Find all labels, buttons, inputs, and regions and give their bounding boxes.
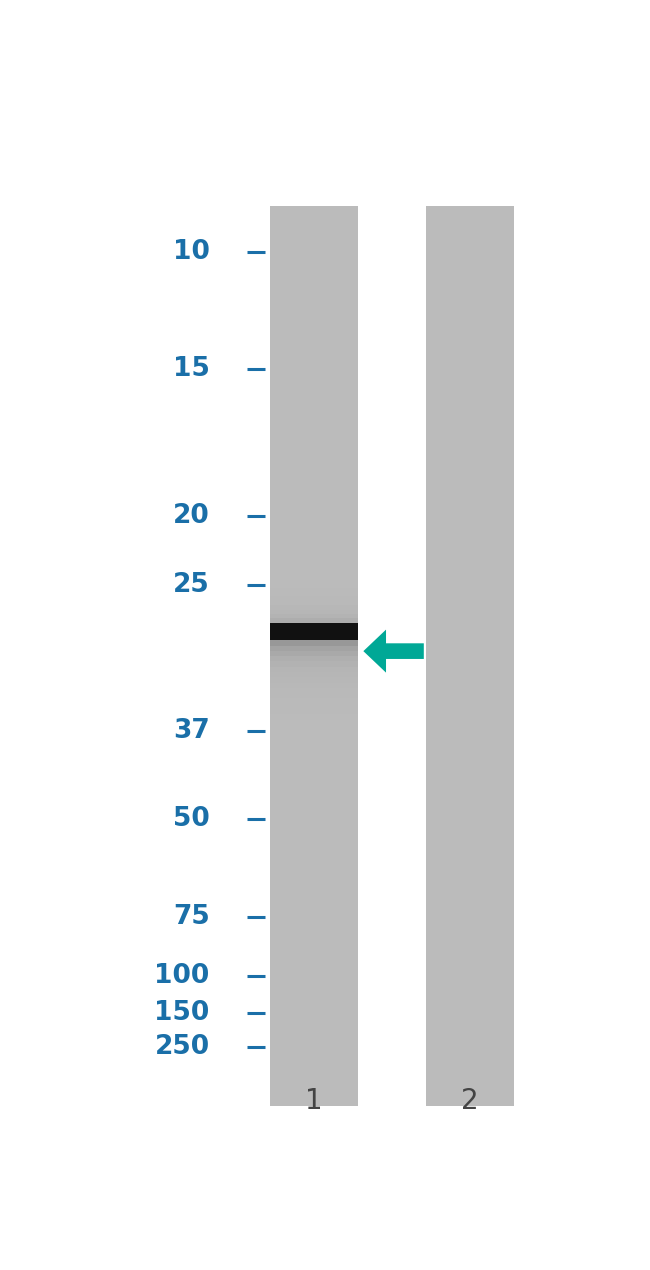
Text: 2: 2 — [462, 1087, 479, 1115]
Text: 100: 100 — [155, 963, 210, 989]
Bar — [270, 725, 358, 730]
Bar — [270, 714, 358, 720]
Bar — [270, 704, 358, 709]
Text: 250: 250 — [155, 1034, 210, 1060]
Bar — [270, 693, 358, 699]
Bar — [270, 740, 358, 745]
Bar — [270, 735, 358, 740]
Bar — [270, 588, 358, 592]
Text: 75: 75 — [173, 904, 210, 930]
Text: 50: 50 — [173, 806, 210, 832]
Bar — [270, 645, 358, 652]
Text: 37: 37 — [173, 719, 210, 744]
Bar — [270, 720, 358, 725]
Bar — [270, 688, 358, 693]
Text: 25: 25 — [173, 572, 210, 598]
Bar — [270, 652, 358, 657]
Text: 1: 1 — [305, 1087, 323, 1115]
Bar — [270, 606, 358, 610]
Bar — [270, 610, 358, 613]
Bar — [270, 698, 358, 704]
Text: 20: 20 — [173, 503, 210, 530]
Bar — [270, 640, 358, 645]
Bar — [270, 672, 358, 677]
Bar — [270, 730, 358, 735]
Bar — [270, 662, 358, 667]
Bar — [270, 657, 358, 662]
Bar — [270, 601, 358, 606]
Bar — [270, 682, 358, 688]
Bar — [426, 206, 515, 1106]
Text: 15: 15 — [173, 357, 210, 382]
Polygon shape — [363, 630, 424, 673]
Bar — [270, 677, 358, 682]
Bar — [270, 622, 358, 640]
Bar — [270, 613, 358, 618]
Bar — [270, 709, 358, 714]
Bar — [270, 667, 358, 672]
Text: 150: 150 — [155, 999, 210, 1026]
Bar — [270, 592, 358, 597]
Bar — [270, 618, 358, 622]
Bar — [270, 206, 358, 1106]
Text: 10: 10 — [173, 239, 210, 265]
Bar — [270, 597, 358, 601]
